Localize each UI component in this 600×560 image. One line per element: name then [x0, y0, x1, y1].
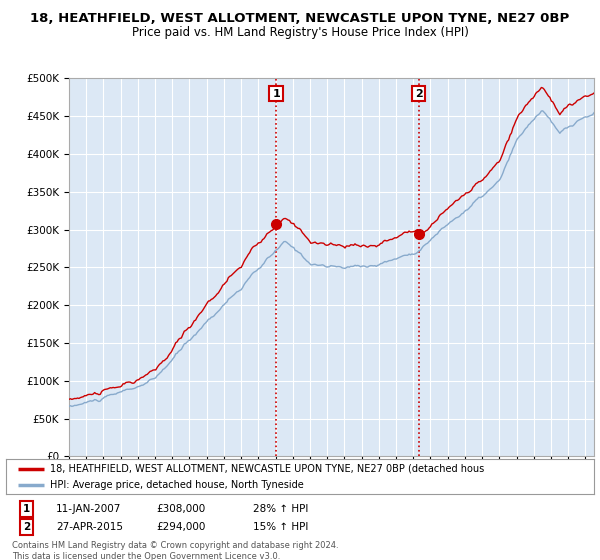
Text: 2: 2 — [23, 522, 30, 532]
Text: Price paid vs. HM Land Registry's House Price Index (HPI): Price paid vs. HM Land Registry's House … — [131, 26, 469, 39]
Text: 27-APR-2015: 27-APR-2015 — [56, 522, 123, 532]
Text: £294,000: £294,000 — [156, 522, 205, 532]
Text: 11-JAN-2007: 11-JAN-2007 — [56, 504, 121, 514]
Text: HPI: Average price, detached house, North Tyneside: HPI: Average price, detached house, Nort… — [50, 480, 304, 490]
Text: 28% ↑ HPI: 28% ↑ HPI — [253, 504, 308, 514]
Text: 1: 1 — [23, 504, 30, 514]
Text: 2: 2 — [415, 88, 422, 99]
Text: £308,000: £308,000 — [156, 504, 205, 514]
Text: Contains HM Land Registry data © Crown copyright and database right 2024.
This d: Contains HM Land Registry data © Crown c… — [12, 542, 338, 560]
Text: 15% ↑ HPI: 15% ↑ HPI — [253, 522, 308, 532]
Text: 18, HEATHFIELD, WEST ALLOTMENT, NEWCASTLE UPON TYNE, NE27 0BP (detached hous: 18, HEATHFIELD, WEST ALLOTMENT, NEWCASTL… — [50, 464, 484, 474]
Text: 1: 1 — [272, 88, 280, 99]
Text: 18, HEATHFIELD, WEST ALLOTMENT, NEWCASTLE UPON TYNE, NE27 0BP: 18, HEATHFIELD, WEST ALLOTMENT, NEWCASTL… — [31, 12, 569, 25]
